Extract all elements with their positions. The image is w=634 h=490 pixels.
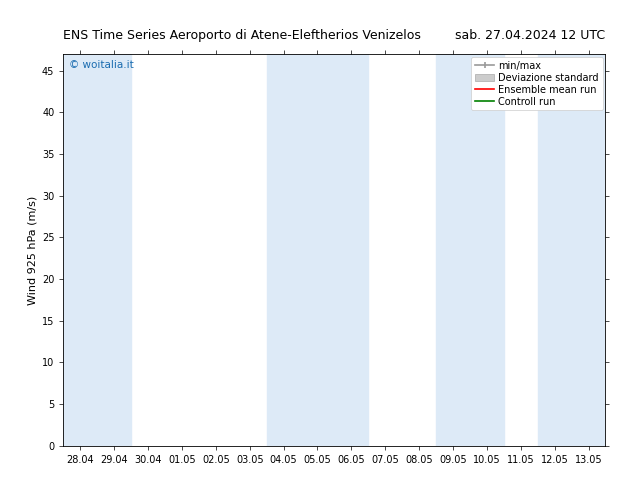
Text: © woitalia.it: © woitalia.it [69, 60, 134, 70]
Bar [63, 54, 131, 446]
Y-axis label: Wind 925 hPa (m/s): Wind 925 hPa (m/s) [28, 196, 37, 304]
Text: sab. 27.04.2024 12 UTC: sab. 27.04.2024 12 UTC [455, 28, 605, 42]
Bar [267, 54, 368, 446]
Text: ENS Time Series Aeroporto di Atene-Eleftherios Venizelos: ENS Time Series Aeroporto di Atene-Eleft… [63, 28, 421, 42]
Bar [436, 54, 504, 446]
Legend: min/max, Deviazione standard, Ensemble mean run, Controll run: min/max, Deviazione standard, Ensemble m… [471, 57, 602, 110]
Bar [538, 54, 605, 446]
